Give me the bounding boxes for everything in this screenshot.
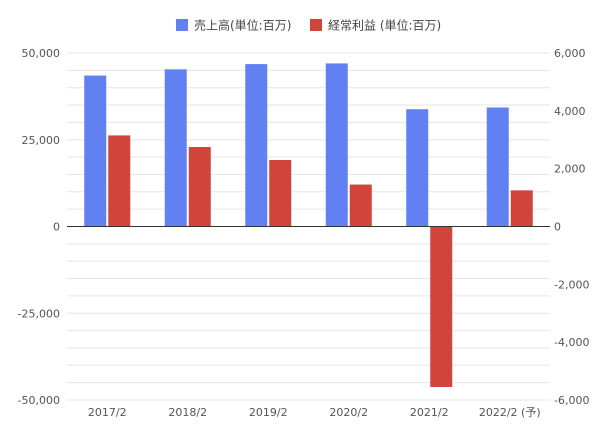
bar-profit-5 [510,190,533,227]
left-axis: 50,000 25,000 0 -25,000 -50,000 [18,47,60,407]
bar-sales-0 [84,75,107,227]
legend-label: 売上高(単位:百万) [194,18,291,33]
bar-profit-4 [430,226,453,387]
left-tick-label: -50,000 [18,394,60,407]
legend: 売上高(単位:百万) 経常利益 (単位:百万) [176,18,441,33]
bar-profit-1 [188,146,211,227]
bar-profit-0 [108,135,131,227]
x-tick-label: 2020/2 [329,406,368,419]
bar-sales-1 [164,69,187,227]
x-tick-label: 2018/2 [168,406,207,419]
right-tick-label: 6,000 [554,47,586,60]
legend-item-sales: 売上高(単位:百万) [176,18,291,33]
legend-label: 経常利益 (単位:百万) [328,18,441,33]
left-tick-label: -25,000 [18,307,60,320]
bar-sales-5 [486,107,509,227]
x-tick-label: 2019/2 [249,406,288,419]
right-tick-label: 2,000 [554,163,586,176]
x-tick-label: 2021/2 [410,406,449,419]
legend-item-profit: 経常利益 (単位:百万) [310,18,441,33]
gridlines [67,52,550,401]
right-tick-label: 0 [554,221,561,234]
bar-sales-4 [406,109,429,227]
x-axis: 2017/2 2018/2 2019/2 2020/2 2021/2 2022/2 (予) [88,406,541,419]
bar-sales-3 [325,63,348,227]
legend-swatch [176,19,188,31]
bar-profit-3 [349,184,372,227]
bars [84,63,533,387]
right-tick-label: -4,000 [554,336,589,349]
right-tick-label: 4,000 [554,105,586,118]
x-tick-label: 2017/2 [88,406,127,419]
right-tick-label: -6,000 [554,394,589,407]
left-tick-label: 25,000 [22,134,61,147]
x-tick-label: 2022/2 (予) [479,406,541,419]
right-tick-label: -2,000 [554,278,589,291]
bar-sales-2 [245,64,268,227]
right-axis: 6,000 4,000 2,000 0 -2,000 -4,000 -6,000 [554,47,589,407]
left-tick-label: 0 [53,221,60,234]
left-tick-label: 50,000 [22,47,61,60]
legend-swatch [310,19,322,31]
bar-profit-2 [269,159,292,227]
